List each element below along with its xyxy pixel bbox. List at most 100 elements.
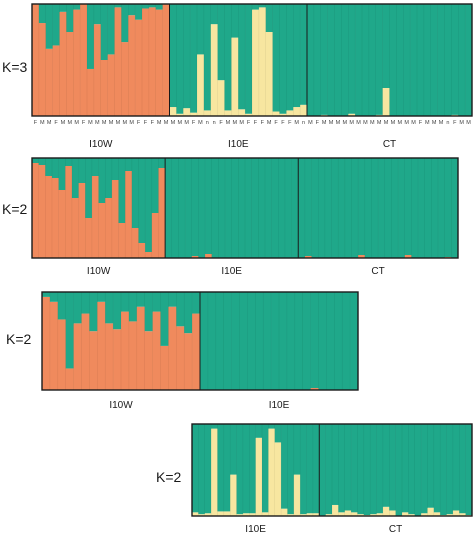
sample-label: n bbox=[446, 120, 449, 126]
bar-segment bbox=[279, 292, 288, 390]
sample-label: F bbox=[453, 120, 457, 126]
population-label: CT bbox=[371, 266, 384, 277]
sample-label: F bbox=[254, 120, 258, 126]
bar-segment bbox=[236, 424, 244, 515]
sample-label: M bbox=[294, 120, 299, 126]
bar-segment bbox=[100, 4, 108, 60]
panel-frame bbox=[31, 3, 473, 117]
bar-segment bbox=[155, 9, 163, 117]
bar-segment bbox=[176, 326, 185, 390]
bar-segment bbox=[197, 4, 205, 55]
bar-segment bbox=[358, 158, 366, 255]
bar-segment bbox=[402, 424, 409, 513]
bar-segment bbox=[87, 4, 95, 69]
bar-segment bbox=[355, 4, 363, 116]
bar-segment bbox=[59, 11, 67, 117]
bar-segment bbox=[107, 54, 115, 116]
bar-segment bbox=[87, 68, 95, 116]
bar-segment bbox=[423, 4, 432, 116]
bar-segment bbox=[65, 158, 73, 166]
bar-segment bbox=[148, 4, 157, 8]
bar-segment bbox=[451, 4, 459, 115]
bar-segment bbox=[192, 512, 199, 516]
bar-segment bbox=[238, 158, 246, 258]
bar-segment bbox=[357, 424, 365, 515]
sample-label: M bbox=[267, 120, 272, 126]
bar-segment bbox=[465, 4, 473, 116]
bar-segment bbox=[183, 4, 191, 109]
bar-segment bbox=[38, 4, 47, 24]
bar-segment bbox=[211, 424, 218, 429]
bar-segment bbox=[326, 292, 335, 390]
sample-label: M bbox=[459, 120, 464, 126]
bar-segment bbox=[382, 506, 390, 516]
bar-segment bbox=[332, 504, 339, 516]
bar-segment bbox=[38, 165, 46, 258]
bar-segment bbox=[203, 110, 212, 116]
bar-segment bbox=[396, 4, 404, 116]
bar-segment bbox=[198, 514, 206, 516]
bar-segment bbox=[433, 424, 441, 513]
bar-segment bbox=[111, 158, 119, 180]
bar-segment bbox=[78, 158, 86, 183]
bar-segment bbox=[338, 158, 346, 258]
bar-segment bbox=[113, 292, 122, 330]
bar-segment bbox=[404, 158, 412, 255]
bar-segment bbox=[118, 223, 126, 258]
bar-segment bbox=[281, 508, 288, 516]
bar-segment bbox=[51, 178, 59, 258]
bar-segment bbox=[91, 176, 99, 258]
bar-segment bbox=[350, 292, 359, 390]
bar-segment bbox=[121, 42, 129, 116]
bar-segment bbox=[49, 301, 59, 390]
bar-segment bbox=[431, 158, 439, 258]
bar-segment bbox=[184, 333, 193, 390]
bar-segment bbox=[262, 512, 269, 516]
sample-label: n bbox=[213, 120, 216, 126]
sample-label: M bbox=[171, 120, 176, 126]
bar-segment bbox=[318, 158, 326, 258]
population-label: I10E bbox=[228, 139, 249, 150]
bar-segment bbox=[45, 4, 53, 49]
bar-segment bbox=[192, 424, 199, 513]
bar-segment bbox=[58, 190, 66, 258]
bar-segment bbox=[223, 292, 232, 390]
bar-segment bbox=[107, 4, 115, 55]
bar-segment bbox=[45, 158, 53, 176]
bar-segment bbox=[231, 37, 239, 116]
bar-segment bbox=[287, 424, 295, 515]
bar-segment bbox=[358, 255, 366, 258]
bar-segment bbox=[459, 424, 466, 514]
bar-segment bbox=[217, 424, 225, 512]
bar-segment bbox=[204, 424, 212, 514]
bar-segment bbox=[32, 4, 40, 116]
bar-segment bbox=[114, 4, 122, 8]
structure-panel-4: I10E CT K=2 bbox=[156, 423, 473, 535]
bar-segment bbox=[224, 110, 232, 116]
bar-segment bbox=[128, 4, 136, 16]
bar-segment bbox=[211, 428, 218, 516]
bar-segment bbox=[217, 511, 225, 516]
bar-segment bbox=[152, 292, 161, 312]
sample-label: M bbox=[239, 120, 244, 126]
bar-segment bbox=[258, 158, 266, 258]
bar-segment bbox=[245, 158, 252, 258]
bar-segment bbox=[300, 4, 308, 105]
bar-segment bbox=[458, 4, 466, 116]
bar-segment bbox=[287, 514, 295, 516]
sample-label: M bbox=[157, 120, 162, 126]
sample-label: M bbox=[178, 120, 183, 126]
bar-segment bbox=[136, 292, 145, 307]
k-label: K=3 bbox=[2, 59, 28, 75]
bar-segment bbox=[65, 166, 73, 258]
sample-label: F bbox=[288, 120, 292, 126]
structure-panel-2: I10W I10E CT K=2 bbox=[2, 157, 459, 277]
sample-label: M bbox=[363, 120, 368, 126]
bar-segment bbox=[42, 292, 51, 297]
bar-segment bbox=[421, 424, 428, 514]
bar-segment bbox=[121, 292, 130, 312]
sample-label: F bbox=[247, 120, 251, 126]
bar-segment bbox=[370, 424, 377, 515]
bar-segment bbox=[306, 513, 314, 516]
